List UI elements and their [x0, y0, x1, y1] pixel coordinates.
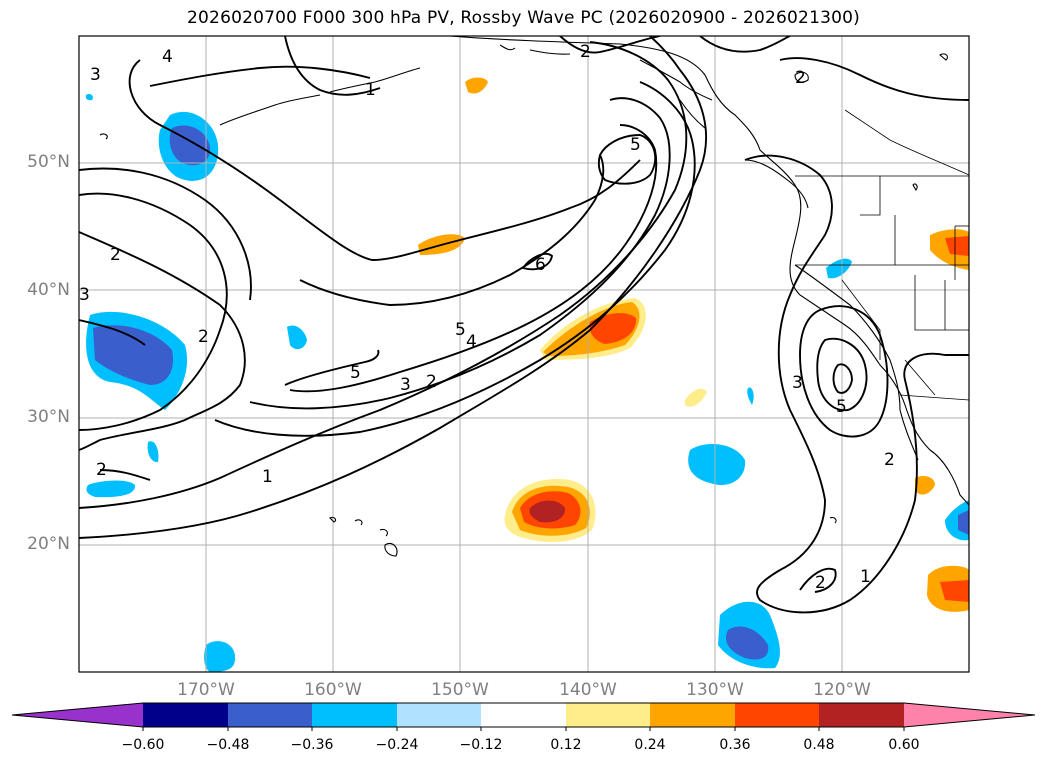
colorbar-tick-label: −0.24 [375, 737, 419, 753]
colorbar-tick-label: 0.24 [634, 737, 666, 753]
lat-label: 30°N [27, 407, 70, 427]
contour-label: 2 [110, 245, 121, 265]
contour-label: 1 [365, 80, 376, 100]
contour-label: 2 [795, 68, 806, 88]
colorbar-tick-label: −0.12 [459, 737, 503, 753]
lon-label: 120°W [813, 680, 871, 700]
lon-label: 130°W [686, 680, 744, 700]
lat-label: 40°N [27, 280, 70, 300]
contour-label: 5 [455, 320, 466, 340]
map-frame [78, 35, 970, 673]
contour-label: 2 [580, 42, 591, 62]
colorbar-bin [143, 703, 228, 727]
contour-label: 3 [792, 373, 803, 393]
contour-label: 4 [162, 47, 173, 67]
colorbar-bin [228, 703, 312, 727]
colorbar-bin [650, 703, 735, 727]
contour-label: 2 [815, 573, 826, 593]
colorbar-tick-label: 0.48 [803, 737, 835, 753]
colorbar-extend-high [904, 703, 1035, 727]
colorbar-tick-label: −0.60 [121, 737, 165, 753]
negative-anomaly-shading [85, 93, 969, 672]
political-borders [795, 109, 969, 401]
contour-label: 5 [630, 135, 641, 155]
colorbar [11, 702, 1036, 731]
lon-label: 170°W [177, 680, 235, 700]
contour-label: 3 [90, 65, 101, 85]
chart-title: 2026020700 F000 300 hPa PV, Rossby Wave … [187, 8, 860, 28]
colorbar-bin [819, 703, 904, 727]
contour-label: 1 [860, 567, 871, 587]
lon-label: 150°W [431, 680, 489, 700]
contour-label: 1 [262, 467, 273, 487]
colorbar-extend-low [12, 703, 143, 727]
contour-label: 3 [400, 375, 411, 395]
pv-contours [79, 36, 969, 614]
colorbar-bin [566, 703, 650, 727]
colorbar-tick-label: 0.36 [719, 737, 751, 753]
contour-label: 2 [426, 372, 437, 392]
contour-labels: 4 3 1 2 2 3 2 2 5 6 5 4 3 2 5 1 2 3 5 2 … [79, 42, 895, 593]
map-area: 4 3 1 2 2 3 2 2 5 6 5 4 3 2 5 1 2 3 5 2 … [79, 36, 969, 672]
colorbar-bin [735, 703, 819, 727]
colorbar-bin [397, 703, 481, 727]
lat-label: 20°N [27, 534, 70, 554]
colorbar-tick-label: 0.60 [888, 737, 920, 753]
colorbar-tick-label: 0.12 [550, 737, 582, 753]
lon-label: 140°W [559, 680, 617, 700]
contour-label: 5 [350, 363, 361, 383]
lat-label: 50°N [27, 152, 70, 172]
colorbar-bin [312, 703, 397, 727]
colorbar-tick-label: −0.48 [206, 737, 250, 753]
colorbar-tick-label: −0.36 [290, 737, 334, 753]
contour-label: 2 [884, 450, 895, 470]
contour-label: 5 [836, 397, 847, 417]
contour-label: 4 [466, 332, 477, 352]
contour-label: 2 [198, 327, 209, 347]
colorbar-bin [481, 703, 566, 727]
contour-label: 6 [535, 255, 546, 275]
contour-label: 3 [79, 285, 90, 305]
lon-label: 160°W [304, 680, 362, 700]
contour-label: 2 [96, 460, 107, 480]
